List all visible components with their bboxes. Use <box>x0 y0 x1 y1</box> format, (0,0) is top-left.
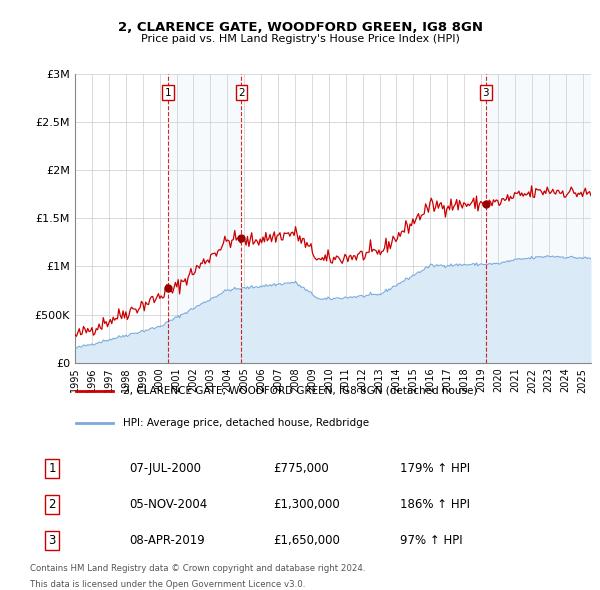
Text: 3: 3 <box>482 87 489 97</box>
Text: 2, CLARENCE GATE, WOODFORD GREEN, IG8 8GN (detached house): 2, CLARENCE GATE, WOODFORD GREEN, IG8 8G… <box>124 386 478 396</box>
Text: £1,300,000: £1,300,000 <box>273 498 340 511</box>
Text: 2, CLARENCE GATE, WOODFORD GREEN, IG8 8GN: 2, CLARENCE GATE, WOODFORD GREEN, IG8 8G… <box>118 21 482 34</box>
Text: 07-JUL-2000: 07-JUL-2000 <box>130 462 202 475</box>
Text: 179% ↑ HPI: 179% ↑ HPI <box>400 462 470 475</box>
Text: 97% ↑ HPI: 97% ↑ HPI <box>400 534 463 547</box>
Text: HPI: Average price, detached house, Redbridge: HPI: Average price, detached house, Redb… <box>124 418 370 428</box>
Text: Price paid vs. HM Land Registry's House Price Index (HPI): Price paid vs. HM Land Registry's House … <box>140 34 460 44</box>
Text: £775,000: £775,000 <box>273 462 329 475</box>
Text: £1,650,000: £1,650,000 <box>273 534 340 547</box>
Text: 3: 3 <box>49 534 56 547</box>
Text: 2: 2 <box>49 498 56 511</box>
Text: 186% ↑ HPI: 186% ↑ HPI <box>400 498 470 511</box>
Text: 05-NOV-2004: 05-NOV-2004 <box>130 498 208 511</box>
Text: 2: 2 <box>238 87 245 97</box>
Text: This data is licensed under the Open Government Licence v3.0.: This data is licensed under the Open Gov… <box>30 581 305 589</box>
Bar <box>485 74 591 363</box>
Text: 1: 1 <box>165 87 172 97</box>
Bar <box>169 74 241 363</box>
Text: Contains HM Land Registry data © Crown copyright and database right 2024.: Contains HM Land Registry data © Crown c… <box>30 565 365 573</box>
Text: 08-APR-2019: 08-APR-2019 <box>130 534 205 547</box>
Text: 1: 1 <box>49 462 56 475</box>
